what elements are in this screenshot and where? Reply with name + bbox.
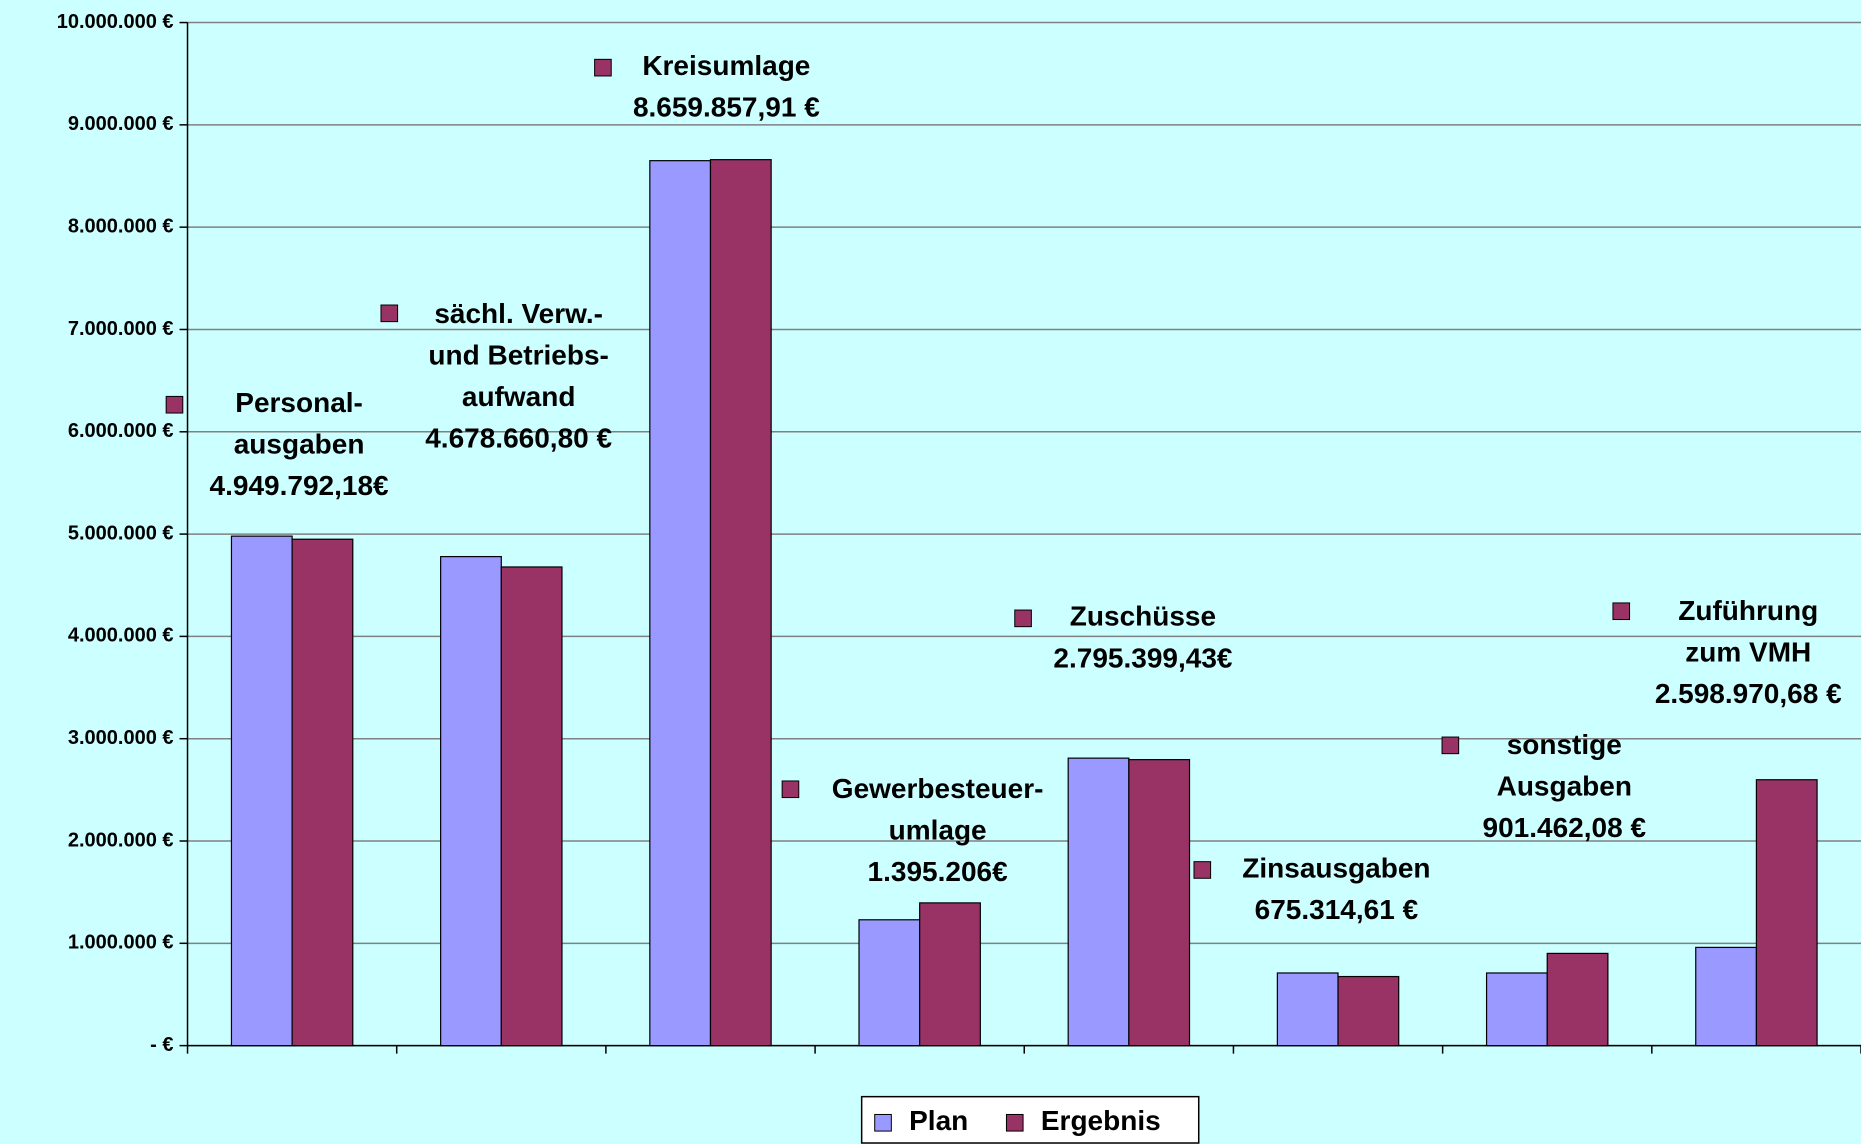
bar	[1128, 759, 1191, 1047]
data-label: aufwand	[462, 381, 576, 412]
label-key	[1612, 602, 1631, 621]
bar	[291, 538, 354, 1047]
bar	[1276, 972, 1339, 1047]
legend-label: Plan	[909, 1105, 968, 1136]
bar	[1755, 779, 1818, 1047]
label-key	[1441, 736, 1460, 755]
data-label: und Betriebs-	[428, 340, 608, 371]
bar	[858, 919, 921, 1047]
data-label: 901.462,08 €	[1483, 812, 1647, 843]
y-tick-label: 6.000.000 €	[68, 420, 174, 442]
label-key	[1193, 861, 1212, 879]
legend-box	[860, 1095, 1200, 1144]
label-key	[594, 58, 612, 77]
y-tick-label: 8.000.000 €	[68, 215, 174, 237]
bar	[649, 160, 712, 1047]
label-key	[380, 304, 399, 323]
bar	[500, 566, 563, 1047]
data-label: 675.314,61 €	[1255, 894, 1419, 925]
data-label: 1.395.206€	[868, 856, 1009, 887]
label-key	[165, 395, 184, 414]
data-label: 2.795.399,43€	[1053, 642, 1232, 673]
bar	[1546, 952, 1609, 1047]
bar	[1337, 975, 1400, 1047]
data-label: Gewerbesteuer-	[832, 773, 1044, 804]
y-tick-label: 7.000.000 €	[68, 318, 174, 340]
label-key	[781, 780, 800, 799]
y-tick-label: 2.000.000 €	[68, 829, 174, 851]
data-label: Ausgaben	[1497, 770, 1632, 801]
y-tick-label: 1.000.000 €	[68, 932, 174, 954]
y-tick-label: - €	[150, 1034, 173, 1056]
y-tick-label: 3.000.000 €	[68, 727, 174, 749]
data-label: Zinsausgaben	[1242, 852, 1430, 883]
bar	[1695, 946, 1758, 1047]
bar	[709, 159, 772, 1047]
data-label: Personal-	[235, 387, 363, 418]
data-label: 4.949.792,18€	[210, 470, 389, 501]
y-tick-label: 5.000.000 €	[68, 522, 174, 544]
legend-label: Ergebnis	[1041, 1105, 1161, 1136]
bar	[919, 902, 981, 1047]
y-tick-label: 10.000.000 €	[57, 11, 174, 33]
data-label: sächl. Verw.-	[434, 298, 603, 329]
y-tick-label: 4.000.000 €	[68, 625, 174, 647]
legend-key	[1005, 1113, 1024, 1132]
data-label: Kreisumlage	[642, 50, 810, 81]
data-label: Zuführung	[1678, 595, 1818, 626]
data-label: 4.678.660,80 €	[425, 423, 612, 454]
bar	[1485, 972, 1548, 1047]
data-label: Zuschüsse	[1070, 601, 1216, 632]
data-label: 2.598.970,68 €	[1655, 678, 1842, 709]
data-label: ausgaben	[234, 429, 365, 460]
bar	[440, 555, 502, 1047]
data-label: zum VMH	[1685, 636, 1811, 667]
label-key	[1014, 609, 1032, 628]
y-tick-label: 9.000.000 €	[68, 113, 174, 135]
data-label: umlage	[889, 814, 987, 845]
legend-key	[874, 1113, 892, 1132]
bar	[230, 535, 293, 1047]
data-label: 8.659.857,91 €	[633, 92, 820, 123]
data-label: sonstige	[1507, 729, 1622, 760]
bar	[1067, 757, 1130, 1047]
